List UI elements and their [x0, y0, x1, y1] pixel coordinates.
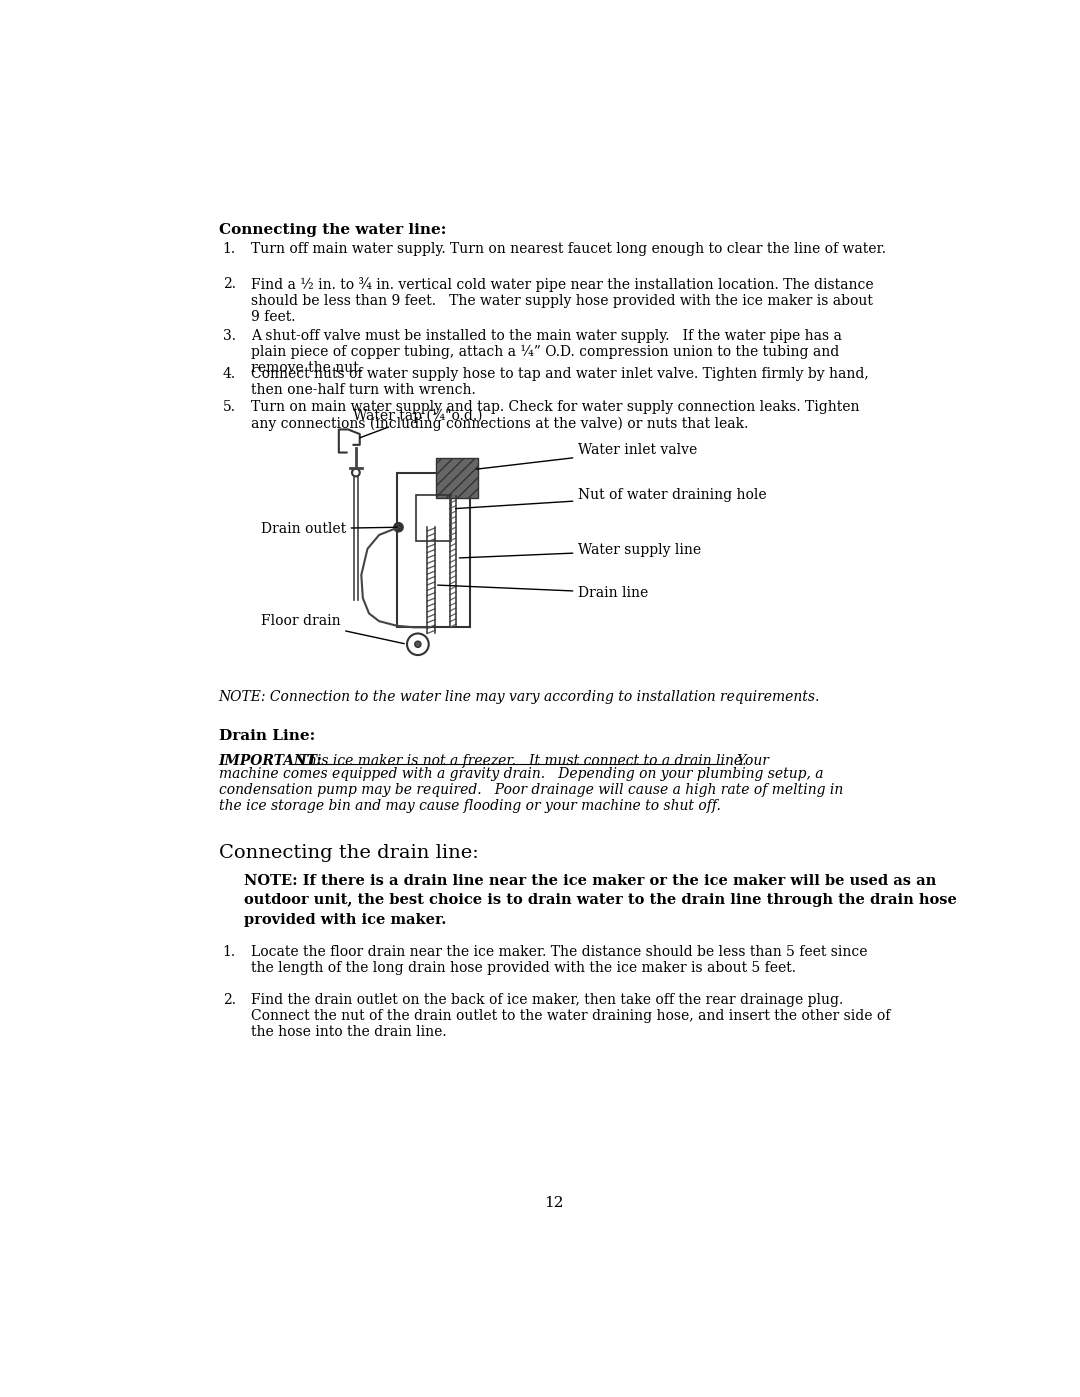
Text: This ice maker is not a freezer.   It must connect to a drain line.: This ice maker is not a freezer. It must…: [291, 754, 746, 768]
Text: 3.: 3.: [222, 328, 235, 342]
Text: 2.: 2.: [222, 277, 235, 291]
Text: 12: 12: [543, 1196, 564, 1210]
Text: Drain outlet: Drain outlet: [260, 521, 397, 536]
Text: 1.: 1.: [222, 944, 235, 958]
Text: Locate the floor drain near the ice maker. The distance should be less than 5 fe: Locate the floor drain near the ice make…: [252, 944, 867, 975]
Circle shape: [394, 522, 403, 532]
Bar: [397, 474, 470, 627]
Text: Turn on main water supply and tap. Check for water supply connection leaks. Tigh: Turn on main water supply and tap. Check…: [252, 400, 860, 430]
Bar: [435, 458, 477, 497]
Text: 5.: 5.: [222, 400, 235, 414]
Text: Connect nuts of water supply hose to tap and water inlet valve. Tighten firmly b: Connect nuts of water supply hose to tap…: [252, 367, 869, 397]
Text: Find the drain outlet on the back of ice maker, then take off the rear drainage : Find the drain outlet on the back of ice…: [252, 993, 891, 1039]
Text: Your: Your: [724, 754, 769, 768]
Text: Water inlet valve: Water inlet valve: [476, 443, 698, 469]
Text: Find a ½ in. to ¾ in. vertical cold water pipe near the installation location. T: Find a ½ in. to ¾ in. vertical cold wate…: [252, 277, 874, 324]
Text: NOTE: Connection to the water line may vary according to installation requiremen: NOTE: Connection to the water line may v…: [218, 690, 820, 704]
Text: Connecting the drain line:: Connecting the drain line:: [218, 844, 478, 862]
Text: Drain line: Drain line: [437, 585, 649, 599]
Text: Connecting the water line:: Connecting the water line:: [218, 224, 446, 237]
Text: Water supply line: Water supply line: [459, 543, 701, 557]
Text: 2.: 2.: [222, 993, 235, 1007]
Text: Nut of water draining hole: Nut of water draining hole: [456, 488, 767, 509]
Text: Drain Line:: Drain Line:: [218, 729, 315, 743]
Text: IMPORTANT:: IMPORTANT:: [218, 754, 322, 768]
Text: machine comes equipped with a gravity drain.   Depending on your plumbing setup,: machine comes equipped with a gravity dr…: [218, 767, 843, 813]
Text: Turn off main water supply. Turn on nearest faucet long enough to clear the line: Turn off main water supply. Turn on near…: [252, 242, 887, 256]
Text: 4.: 4.: [222, 367, 235, 381]
Text: A shut-off valve must be installed to the main water supply.   If the water pipe: A shut-off valve must be installed to th…: [252, 328, 842, 376]
Bar: [416, 495, 451, 541]
Text: 1.: 1.: [222, 242, 235, 256]
Text: Floor drain: Floor drain: [260, 615, 404, 644]
Text: Water tap (¼"o.d.): Water tap (¼"o.d.): [353, 409, 483, 437]
Text: NOTE: If there is a drain line near the ice maker or the ice maker will be used : NOTE: If there is a drain line near the …: [243, 873, 957, 926]
Circle shape: [415, 641, 421, 647]
